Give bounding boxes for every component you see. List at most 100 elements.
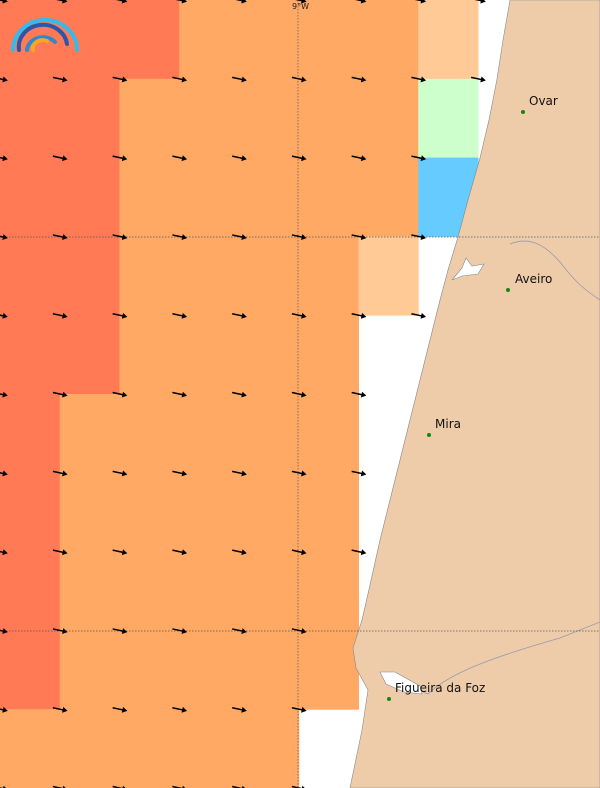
arrow-icon [172,391,188,398]
arrow-icon [52,549,68,556]
arrow-icon [411,76,427,83]
grid-cell-orange [119,315,180,395]
arrow-icon [172,312,188,319]
grid-cell-red [0,78,61,159]
grid-cell-red [0,630,61,710]
grid-cell-orange [298,315,359,395]
grid-cell-orange [59,630,120,710]
grid-cell-red [0,157,61,237]
arrow-icon [172,549,188,556]
river [509,240,600,301]
grid-cell-orange [179,551,240,631]
arrow-icon [112,0,128,4]
grid-cell-orange [119,630,180,710]
grid-cell-orange [239,472,300,553]
grid-cell-orange [179,630,240,710]
arrow-icon [0,706,8,713]
grid-cell-orange [239,78,300,159]
arrow-icon [172,76,188,83]
arrow-icon [231,0,247,4]
grid-cell-orange [239,551,300,631]
grid-cell-orange [298,0,359,80]
town-marker-mira [427,433,431,437]
grid-cell-orange [59,394,120,474]
arrow-icon [291,470,307,477]
grid-cell-orange [179,157,240,237]
figueira-estuary [379,671,423,695]
arrow-icon [52,628,68,634]
arrow-icon [0,0,8,4]
arrow-icon [112,76,128,83]
arrow-icon [411,312,427,319]
grid-cell-orange [298,551,359,631]
arrow-icon [291,391,307,398]
arrow-icon [470,76,486,83]
grid-cell-orange [119,394,180,474]
arrow-icon [172,155,188,162]
grid-cell-orange [298,394,359,474]
grid-cell-red [0,472,61,553]
grid-cell-orange [119,236,180,316]
grid-cell-orange [0,709,61,788]
current-arrows [0,0,486,788]
arrow-icon [172,234,188,240]
arrow-icon [470,0,486,4]
grid-cell-orange [298,472,359,553]
arrow-icon [231,391,247,398]
grid-cell-orange [239,315,300,395]
arrow-icon [52,312,68,319]
arrow-icon [0,549,8,556]
town-markers [387,110,525,701]
arrow-icon [0,470,8,477]
arrow-icon [231,628,247,634]
town-marker-figueira [387,697,391,701]
arrow-icon [112,628,128,634]
arrow-icon [112,470,128,477]
grid-cell-orange [298,157,359,237]
logo [11,18,79,52]
arrow-icon [291,155,307,162]
grid-cell-orange [239,394,300,474]
grid-cell-red [59,236,120,316]
grid-cell-red [119,0,180,80]
arrow-icon [52,155,68,162]
arrow-icon [52,234,68,240]
grid-cell-orange [179,709,240,788]
arrow-icon [351,155,367,162]
arrow-icon [231,76,247,83]
grid-cell-orange [119,709,180,788]
arrow-icon [291,628,307,634]
arrow-icon [231,234,247,240]
arrow-icon [351,470,367,477]
arrow-icon [52,391,68,398]
arrow-icon [172,470,188,477]
arrow-icon [112,155,128,162]
grid-cell-red [59,157,120,237]
arrow-icon [351,234,367,240]
grid-cell-orange [358,157,419,237]
grid-cell-orange [59,472,120,553]
grid-cell-orange [239,709,300,788]
arrow-icon [231,155,247,162]
arrow-icon [411,234,427,240]
arrow-icon [291,549,307,556]
arrow-icon [112,549,128,556]
arrow-icon [411,0,427,4]
town-ovar: Ovar [529,94,558,108]
arrow-icon [112,234,128,240]
aveiro-lagoon [451,257,485,281]
arrow-icon [172,706,188,713]
grid-cell-orange [298,236,359,316]
town-aveiro: Aveiro [515,272,553,286]
grid-cell-orange [59,709,120,788]
grid-cell-orange [298,78,359,159]
grid-cell-light [418,0,479,80]
grid-cell-orange [59,551,120,631]
grid-cell-orange [179,315,240,395]
arrow-icon [52,76,68,83]
grid-cell-red [59,78,120,159]
arrow-icon [112,312,128,319]
grid-cell-red [0,315,61,395]
grid-cell-red [0,236,61,316]
